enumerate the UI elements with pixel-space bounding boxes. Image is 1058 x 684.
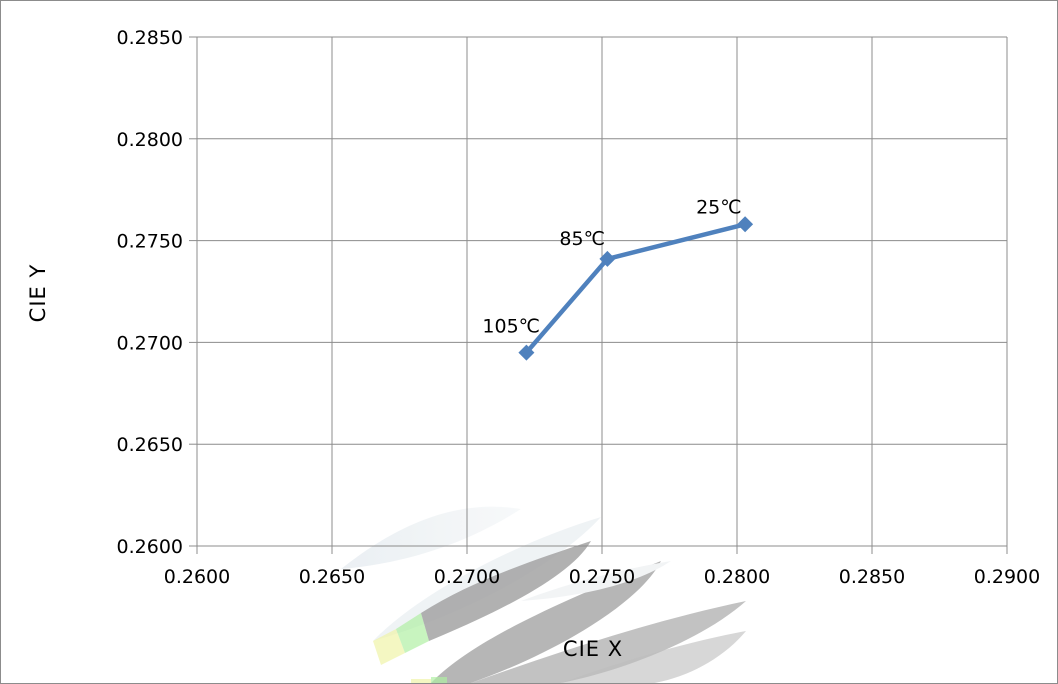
data-point-marker bbox=[599, 250, 616, 267]
data-label: 105℃ bbox=[482, 316, 540, 338]
grid-lines bbox=[189, 36, 1008, 554]
x-tick-labels: 0.2600 0.2650 0.2700 0.2750 0.2800 0.2850 0.29… bbox=[164, 566, 1040, 588]
data-label: 25℃ bbox=[696, 196, 742, 218]
x-tick-label: 0.2750 bbox=[569, 566, 635, 588]
y-axis-title: CIE Y bbox=[26, 264, 50, 323]
x-tick-label: 0.2900 bbox=[974, 566, 1040, 588]
y-tick-label: 0.2800 bbox=[117, 129, 183, 151]
x-tick-label: 0.2600 bbox=[164, 566, 230, 588]
y-tick-label: 0.2750 bbox=[117, 231, 183, 253]
y-tick-labels: 0.2600 0.2650 0.2700 0.2750 0.2800 0.2850 bbox=[117, 27, 183, 558]
point-labels: 105℃ 85℃ 25℃ bbox=[482, 196, 741, 337]
x-tick-label: 0.2800 bbox=[704, 566, 770, 588]
y-tick-label: 0.2850 bbox=[117, 27, 183, 49]
data-label: 85℃ bbox=[559, 228, 605, 250]
x-tick-label: 0.2850 bbox=[839, 566, 905, 588]
x-tick-label: 0.2700 bbox=[434, 566, 500, 588]
watermark-logo bbox=[341, 506, 746, 683]
x-axis-title: CIE X bbox=[563, 637, 623, 661]
x-tick-label: 0.2650 bbox=[299, 566, 365, 588]
y-tick-label: 0.2600 bbox=[117, 536, 183, 558]
data-point-marker bbox=[518, 344, 535, 361]
data-point-marker bbox=[737, 216, 754, 233]
y-tick-label: 0.2650 bbox=[117, 434, 183, 456]
data-series bbox=[518, 216, 754, 361]
y-tick-label: 0.2700 bbox=[117, 332, 183, 354]
